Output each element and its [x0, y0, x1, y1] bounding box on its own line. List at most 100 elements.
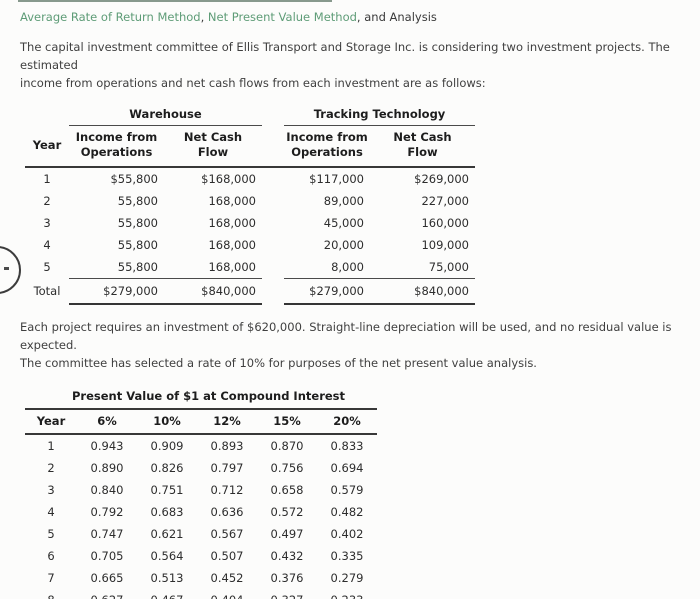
factor-cell: 0.335	[330, 548, 364, 563]
circle-center-mark	[4, 267, 9, 270]
value-cell: $55,800	[110, 171, 158, 186]
year-cell: 2	[47, 460, 55, 475]
title-suffix: , and Analysis	[356, 10, 437, 24]
factor-cell: 0.636	[210, 504, 244, 519]
table-row: 3 55,800 168,000 45,000 160,000	[25, 212, 475, 234]
factor-cell: 0.432	[270, 548, 304, 563]
title-separator: ,	[200, 10, 208, 24]
col-header-t-netcash: Net Cash Flow	[370, 125, 475, 168]
table-row: 5 0.747 0.621 0.567 0.497 0.402	[25, 523, 377, 545]
middle-paragraph: Each project requires an investment of $…	[20, 319, 672, 370]
factor-cell: 0.909	[150, 438, 184, 453]
factor-cell: 0.694	[330, 460, 364, 475]
value-cell: $269,000	[414, 171, 469, 186]
factor-cell: 0.751	[150, 482, 184, 497]
gap-cell	[262, 256, 284, 279]
pv-col-header: Year	[25, 407, 77, 435]
value-cell: $117,000	[309, 171, 364, 186]
year-cell: 1	[43, 171, 51, 186]
year-cell: 5	[43, 259, 51, 274]
factor-cell: 0.893	[210, 438, 244, 453]
value-cell: 89,000	[323, 193, 364, 208]
table-row: 7 0.665 0.513 0.452 0.376 0.279	[25, 567, 377, 589]
year-cell: 7	[47, 570, 55, 585]
factor-cell: 0.712	[210, 482, 244, 497]
col-header-w-netcash: Net Cash Flow	[164, 125, 262, 168]
total-row: Total $279,000 $840,000 $279,000 $840,00…	[25, 278, 475, 305]
factor-cell: 0.567	[210, 526, 244, 541]
clipped-heading-sliver	[18, 0, 332, 2]
value-cell: 55,800	[117, 193, 158, 208]
problem-title: Average Rate of Return Method, Net Prese…	[20, 10, 700, 25]
value-cell: 55,800	[69, 255, 164, 279]
value-cell: 109,000	[421, 237, 469, 252]
gap-cell	[262, 278, 284, 304]
value-cell: $168,000	[201, 171, 256, 186]
empty-cell	[25, 103, 69, 125]
table-row: 5 55,800 168,000 8,000 75,000	[25, 255, 475, 279]
factor-cell: 0.870	[270, 438, 304, 453]
table-row: 2 55,800 168,000 89,000 227,000	[25, 190, 475, 212]
factor-cell: 0.756	[270, 460, 304, 475]
investment-table: Warehouse Tracking Technology Year Incom…	[25, 103, 475, 305]
link-average-rate-of-return-method[interactable]: Average Rate of Return Method	[20, 10, 201, 24]
value-cell: 20,000	[323, 237, 364, 252]
table-row: 1 $55,800 $168,000 $117,000 $269,000	[25, 167, 475, 190]
factor-cell: 0.683	[150, 504, 184, 519]
pv-col-header: 20%	[317, 407, 377, 435]
link-net-present-value-method[interactable]: Net Present Value Method	[207, 10, 357, 24]
factor-cell: 0.564	[150, 548, 184, 563]
gap-cell	[262, 125, 284, 168]
value-cell: 168,000	[208, 215, 256, 230]
pv-col-header: 12%	[197, 407, 257, 435]
factor-cell: 0.482	[330, 504, 364, 519]
factor-cell: 0.621	[150, 526, 184, 541]
year-cell: 3	[43, 215, 51, 230]
table-row: 2 0.890 0.826 0.797 0.756 0.694	[25, 457, 377, 479]
year-cell: 3	[47, 482, 55, 497]
value-cell: 168,000	[164, 255, 262, 279]
table-row: 6 0.705 0.564 0.507 0.432 0.335	[25, 545, 377, 567]
value-cell: 8,000	[284, 255, 370, 279]
year-cell: 6	[47, 548, 55, 563]
pv-col-header: 10%	[137, 407, 197, 435]
factor-cell: 0.840	[90, 482, 124, 497]
gap-cell	[262, 212, 284, 234]
factor-cell: 0.826	[150, 460, 184, 475]
factor-cell: 0.452	[210, 570, 244, 585]
factor-cell: 0.279	[330, 570, 364, 585]
factor-cell: 0.943	[90, 438, 124, 453]
factor-cell: 0.627	[77, 589, 137, 599]
total-cell: $279,000	[284, 278, 370, 305]
total-label: Total	[33, 283, 61, 298]
factor-cell: 0.327	[257, 589, 317, 599]
table-row: 4 0.792 0.683 0.636 0.572 0.482	[25, 501, 377, 523]
pv-col-header: 6%	[77, 407, 137, 435]
present-value-table: Year 6% 10% 12% 15% 20% 1 0.943 0.909 0.…	[25, 407, 377, 599]
value-cell: 168,000	[208, 193, 256, 208]
factor-cell: 0.497	[270, 526, 304, 541]
factor-cell: 0.792	[90, 504, 124, 519]
factor-cell: 0.233	[317, 589, 377, 599]
value-cell: 45,000	[323, 215, 364, 230]
year-cell: 8	[25, 589, 77, 599]
table-row: 8 0.627 0.467 0.404 0.327 0.233	[25, 589, 377, 599]
factor-cell: 0.579	[330, 482, 364, 497]
factor-cell: 0.572	[270, 504, 304, 519]
total-cell: $840,000	[164, 278, 262, 305]
value-cell: 75,000	[370, 255, 475, 279]
gap-cell	[262, 167, 284, 190]
table-row: 1 0.943 0.909 0.893 0.870 0.833	[25, 434, 377, 457]
value-cell: 227,000	[421, 193, 469, 208]
factor-cell: 0.747	[90, 526, 124, 541]
intro-paragraph: The capital investment committee of Elli…	[20, 40, 670, 90]
clipped-circle-annotation	[0, 246, 21, 294]
factor-cell: 0.507	[210, 548, 244, 563]
value-cell: 55,800	[117, 215, 158, 230]
total-cell: $840,000	[370, 278, 475, 305]
factor-cell: 0.402	[330, 526, 364, 541]
factor-cell: 0.705	[90, 548, 124, 563]
pv-header-row: Year 6% 10% 12% 15% 20%	[25, 407, 377, 435]
year-cell: 4	[47, 504, 55, 519]
